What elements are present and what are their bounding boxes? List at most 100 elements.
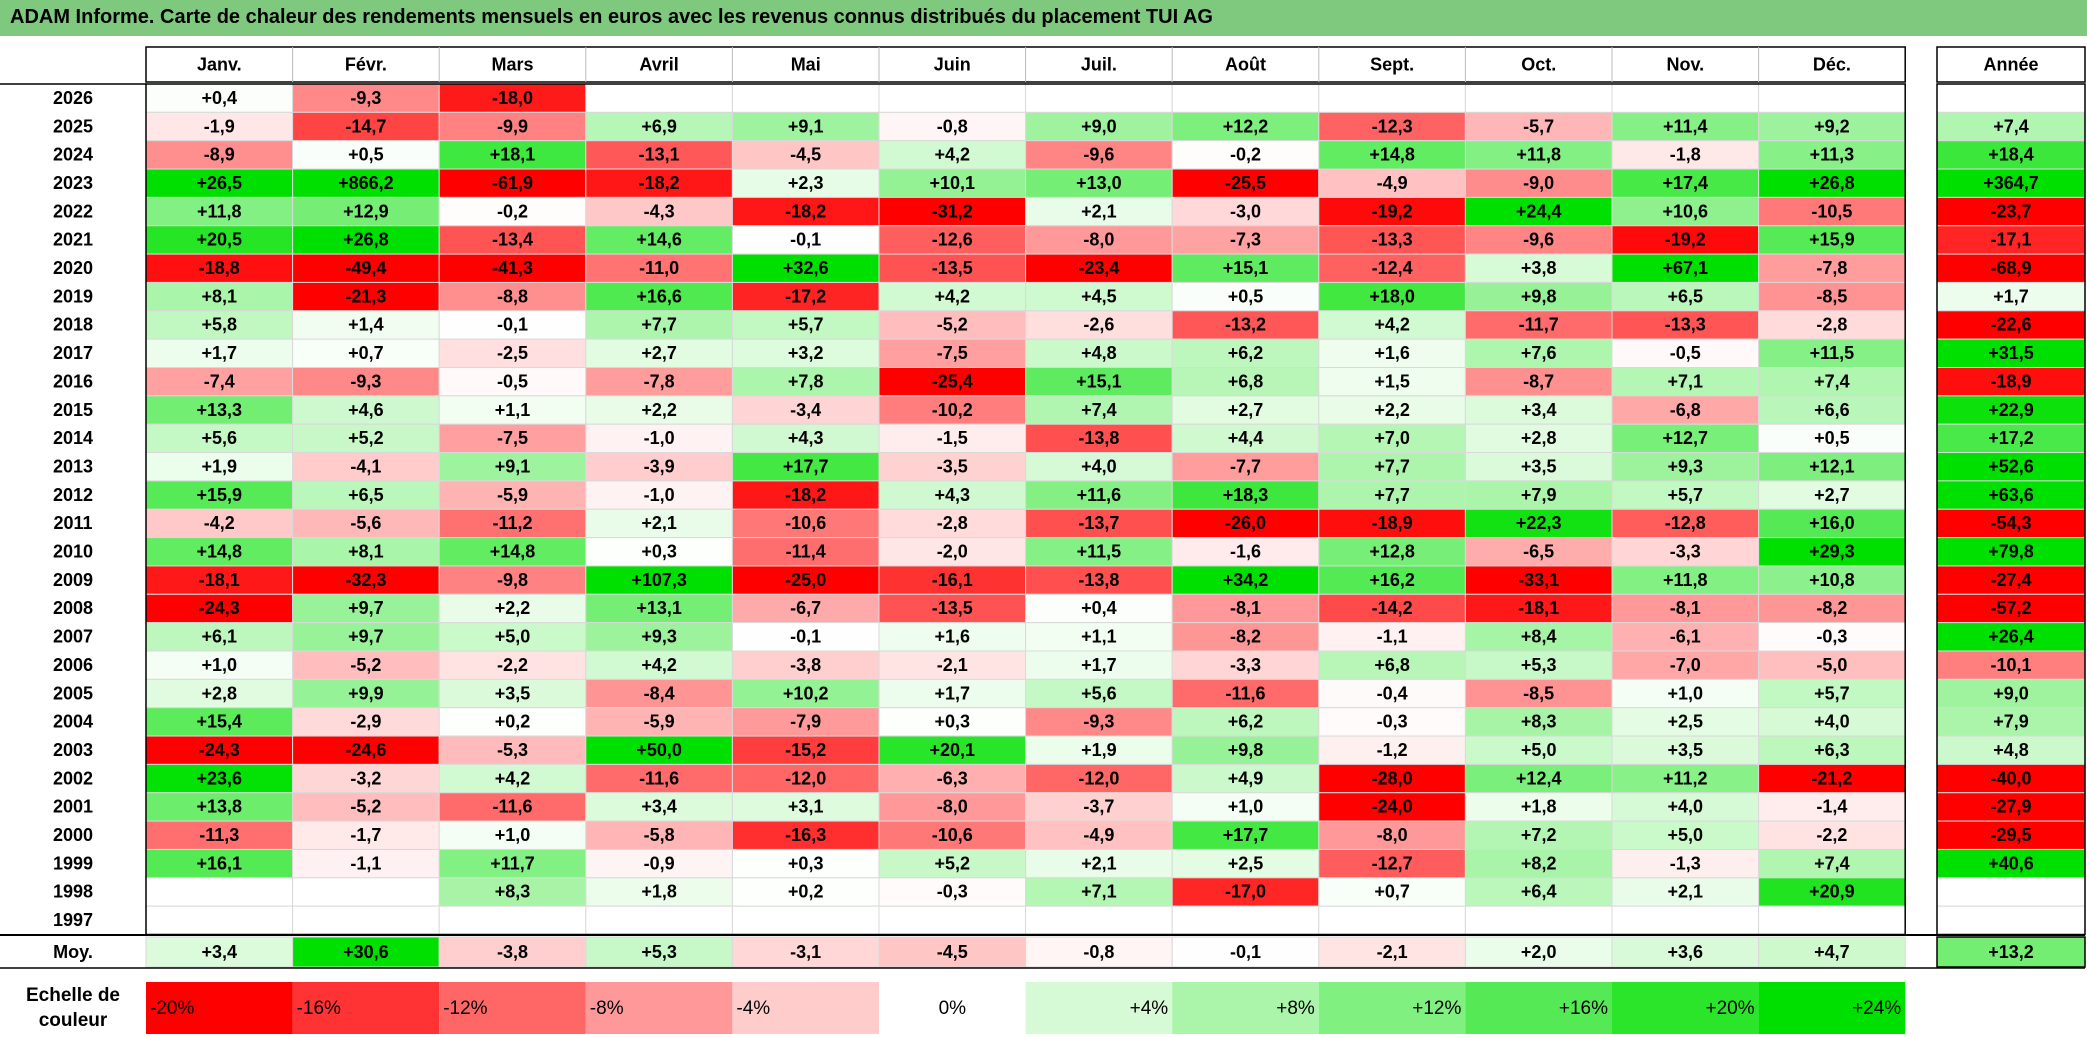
year-label: 2016 xyxy=(53,371,93,391)
heat-cell-value: +8,3 xyxy=(495,882,531,902)
heat-cell xyxy=(1025,877,1173,907)
heat-cell-value: -0,8 xyxy=(937,116,968,136)
heat-cell-value: +5,3 xyxy=(1521,655,1557,675)
heat-cell-value: -6,1 xyxy=(1670,627,1701,647)
year-label: 2008 xyxy=(53,598,93,618)
year-label: 2013 xyxy=(53,456,93,476)
heat-cell xyxy=(878,820,1027,850)
heat-cell-value: +9,2 xyxy=(1814,116,1850,136)
heat-cell-value: +15,9 xyxy=(1809,230,1855,250)
heat-cell xyxy=(1611,423,1760,454)
annual-header: Année xyxy=(1983,54,2038,74)
heat-cell-value: +0,2 xyxy=(788,882,824,902)
heat-cell xyxy=(1464,253,1613,283)
heat-cell-value: -7,8 xyxy=(1816,258,1847,278)
annual-cell-value: -18,9 xyxy=(1990,371,2031,391)
heat-cell-value: +0,3 xyxy=(788,853,824,873)
heat-cell-value: +50,0 xyxy=(636,740,682,760)
heat-cell xyxy=(1758,622,1906,652)
heat-cell-value: -6,7 xyxy=(790,598,821,618)
heat-cell-value: -21,2 xyxy=(1811,768,1852,788)
annual-cell xyxy=(1936,423,2086,454)
heat-cell-value: +4,3 xyxy=(935,485,971,505)
heat-cell-value: +6,5 xyxy=(348,485,384,505)
heat-cell-value: +2,1 xyxy=(1081,853,1117,873)
heat-cell xyxy=(1464,565,1613,595)
heat-cell-value: +4,0 xyxy=(1814,712,1850,732)
annual-cell-value: +1,7 xyxy=(1993,286,2029,306)
annual-cell-value: -27,9 xyxy=(1990,797,2031,817)
heat-cell-value: +7,7 xyxy=(641,315,677,335)
heat-cell-value: +12,1 xyxy=(1809,456,1855,476)
heat-cell xyxy=(438,678,587,709)
heat-cell xyxy=(145,83,294,113)
heat-cell xyxy=(145,763,294,794)
heat-cell-value: +9,1 xyxy=(495,456,531,476)
heat-cell xyxy=(292,905,440,936)
heat-cell-value: +11,5 xyxy=(1077,542,1122,562)
heat-cell-value: +0,5 xyxy=(1228,286,1264,306)
heat-cell-value: -2,5 xyxy=(497,343,528,363)
heat-cell-value: +7,1 xyxy=(1668,371,1704,391)
year-label: 2021 xyxy=(53,230,93,250)
heat-cell-value: +26,8 xyxy=(343,230,389,250)
heat-cell-value: -10,6 xyxy=(785,513,826,533)
heat-cell xyxy=(585,338,733,368)
heat-cell xyxy=(1171,140,1320,170)
heat-cell-value: -0,2 xyxy=(1230,145,1261,165)
heat-cell xyxy=(1464,877,1613,907)
heat-cell-value: +4,2 xyxy=(935,286,971,306)
heat-cell xyxy=(585,537,733,567)
heat-cell xyxy=(1464,140,1613,170)
heat-cell xyxy=(1611,367,1760,397)
year-label: 2007 xyxy=(53,627,93,647)
heat-cell xyxy=(1318,338,1466,368)
annual-cell-value: +17,2 xyxy=(1988,428,2034,448)
annual-cell-value: +7,9 xyxy=(1993,712,2029,732)
year-label: 2004 xyxy=(53,712,93,732)
heat-cell-value: +5,0 xyxy=(1668,825,1704,845)
heat-cell xyxy=(1464,168,1613,198)
heat-cell xyxy=(1464,423,1613,454)
month-header-9: Oct. xyxy=(1521,54,1556,74)
heat-cell xyxy=(1464,310,1613,340)
color-scale-step-label: +16% xyxy=(1559,998,1608,1019)
heat-cell-value: +10,6 xyxy=(1663,201,1709,221)
heat-cell-value: -8,0 xyxy=(1377,825,1408,845)
heat-cell-value: +0,7 xyxy=(348,343,384,363)
heat-cell-value: +12,2 xyxy=(1223,116,1269,136)
heat-cell-value: -18,9 xyxy=(1372,513,1413,533)
annual-cell xyxy=(1936,537,2086,567)
heat-cell-value: -11,6 xyxy=(1225,683,1265,703)
heat-cell-value: -41,3 xyxy=(492,258,533,278)
annual-cell xyxy=(1936,905,2086,936)
color-scale-step-label: -4% xyxy=(736,998,770,1019)
heat-cell-value: +18,0 xyxy=(1369,286,1415,306)
heat-cell-value: -18,1 xyxy=(199,570,240,590)
average-label: Moy. xyxy=(53,942,93,962)
year-label: 2000 xyxy=(53,825,93,845)
heat-cell-value: -11,6 xyxy=(639,768,679,788)
heat-cell xyxy=(1758,83,1906,113)
year-label: 1997 xyxy=(53,910,93,930)
heat-cell xyxy=(585,83,733,113)
heat-cell xyxy=(878,225,1027,255)
heat-cell-value: -16,1 xyxy=(932,570,973,590)
heat-cell xyxy=(731,792,880,822)
heat-cell xyxy=(1464,792,1613,822)
heat-cell-value: +7,8 xyxy=(788,371,824,391)
average-cell xyxy=(1318,936,1466,968)
annual-cell-value: +63,6 xyxy=(1988,485,2034,505)
heat-cell-value: +9,3 xyxy=(641,627,677,647)
year-label: 2024 xyxy=(53,145,93,165)
heat-cell-value: +11,8 xyxy=(1663,570,1708,590)
heat-cell-value: -14,7 xyxy=(345,116,386,136)
annual-cell-value: -40,0 xyxy=(1990,768,2031,788)
heat-cell-value: +1,7 xyxy=(935,683,971,703)
heat-cell-value: +16,1 xyxy=(197,853,243,873)
heat-cell xyxy=(438,395,587,425)
heat-cell xyxy=(1171,310,1320,340)
heat-cell xyxy=(1758,905,1906,936)
heat-cell xyxy=(1025,905,1173,936)
heat-cell xyxy=(1318,168,1466,198)
